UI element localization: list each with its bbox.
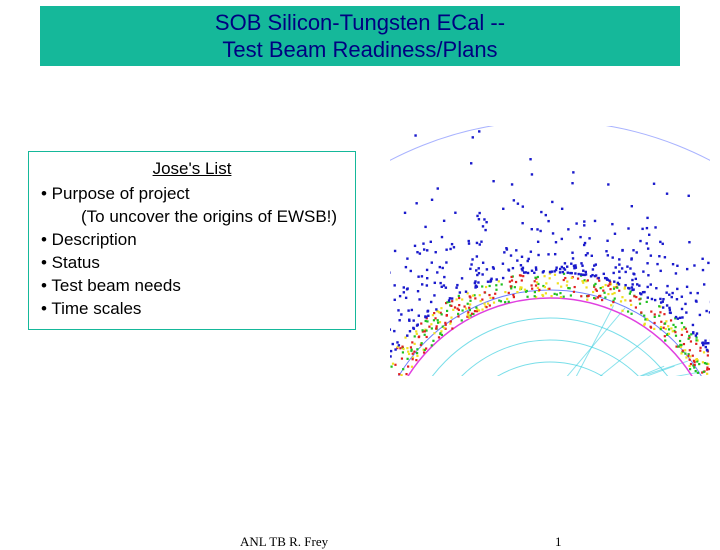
list-item: • Purpose of project (39, 183, 345, 206)
list-item: • Status (39, 252, 345, 275)
event-display (390, 126, 710, 376)
list-item: • Time scales (39, 298, 345, 321)
title-line-1: SOB Silicon-Tungsten ECal -- (215, 10, 505, 35)
title-line-2: Test Beam Readiness/Plans (222, 37, 497, 62)
list-item: • Test beam needs (39, 275, 345, 298)
footer-credit: ANL TB R. Frey (240, 534, 328, 550)
footer-page-number: 1 (555, 534, 562, 550)
title-bar: SOB Silicon-Tungsten ECal -- Test Beam R… (40, 6, 680, 66)
list-title: Jose's List (39, 158, 345, 181)
list-items-container: • Purpose of project(To uncover the orig… (39, 183, 345, 321)
list-item: • Description (39, 229, 345, 252)
list-box: Jose's List • Purpose of project(To unco… (28, 151, 356, 330)
list-item-sub: (To uncover the origins of EWSB!) (39, 206, 345, 229)
